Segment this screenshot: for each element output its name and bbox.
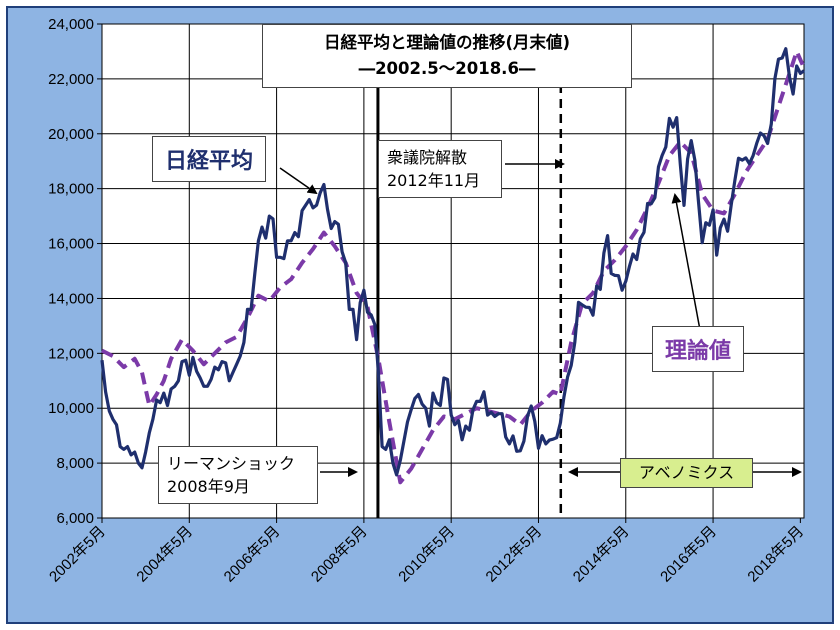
x-tick-label: 2018年5月 [744, 523, 807, 586]
election-annotation-line1: 衆議院解散 [387, 148, 468, 167]
y-tick-label: 8,000 [56, 455, 94, 472]
nikkei-average-line [100, 47, 805, 477]
y-tick-label: 18,000 [48, 181, 94, 198]
x-tick-label: 2014年5月 [570, 523, 633, 586]
election-annotation-box: 衆議院解散 2012年11月 [378, 140, 502, 198]
x-tick-label: 2016年5月 [657, 523, 720, 586]
y-tick-label: 10,000 [48, 400, 94, 417]
chart-title: 日経平均と理論値の推移(月末値) [323, 33, 571, 52]
x-tick-label: 2004年5月 [133, 523, 196, 586]
y-tick-label: 12,000 [48, 345, 94, 362]
election-annotation-line2: 2012年11月 [387, 171, 481, 190]
nikkei-series-label: 日経平均 [152, 136, 267, 182]
theory-label-arrow [671, 193, 701, 331]
x-axis-ticks: 2002年5月 2004年5月 2006年5月 2008年5月 2010年5月 2012年… [46, 518, 807, 586]
y-tick-label: 16,000 [48, 236, 94, 253]
x-tick-label: 2008年5月 [308, 523, 371, 586]
y-tick-label: 14,000 [48, 290, 94, 307]
lehman-annotation-line1: リーマンショック [167, 454, 296, 473]
chart-title-box: 日経平均と理論値の推移(月末値) ―2002.5～2018.6― [262, 24, 632, 88]
lehman-annotation-box: リーマンショック 2008年9月 [158, 446, 318, 504]
nikkei-label-arrow [279, 167, 318, 195]
chart-subtitle: ―2002.5～2018.6― [358, 59, 536, 78]
plot-area [101, 23, 805, 519]
x-tick-label: 2012年5月 [483, 523, 546, 586]
y-tick-label: 20,000 [48, 126, 94, 143]
x-tick-label: 2002年5月 [46, 523, 109, 586]
y-tick-label: 6,000 [56, 510, 94, 527]
y-tick-label: 22,000 [48, 71, 94, 88]
y-tick-label: 24,000 [48, 16, 94, 33]
event-lines [376, 24, 563, 518]
abenomics-label-box: アベノミクス [620, 458, 753, 488]
y-axis-ticks: 6,000 8,000 10,000 12,000 14,000 16,000 18,000… [48, 16, 102, 527]
series-lines [100, 47, 806, 485]
x-tick-label: 2006年5月 [221, 523, 284, 586]
x-tick-label: 2010年5月 [395, 523, 458, 586]
annotation-arrows [279, 159, 802, 477]
theory-series-label: 理論値 [652, 326, 745, 372]
lehman-annotation-line2: 2008年9月 [167, 477, 250, 496]
